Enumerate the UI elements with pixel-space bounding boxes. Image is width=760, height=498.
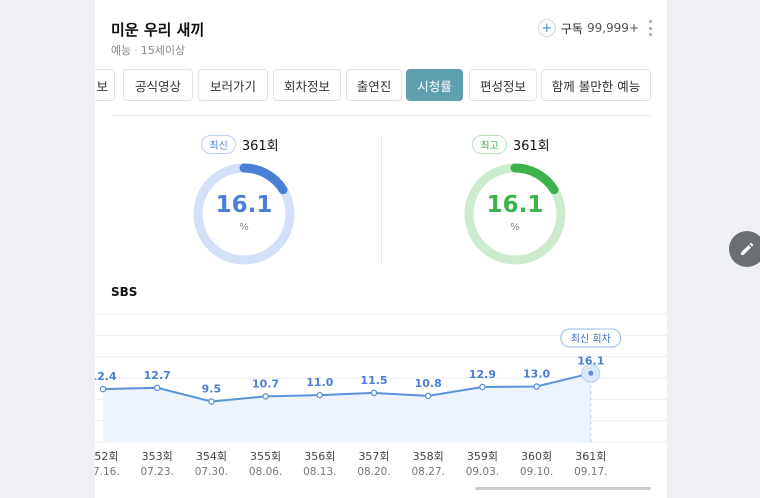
x-tick-episode: 361회	[575, 450, 606, 463]
x-tick-episode: 354회	[196, 450, 227, 463]
latest-badge: 최신	[201, 135, 236, 154]
tab-watch[interactable]: 보러가기	[198, 69, 268, 101]
tab-official-videos[interactable]: 공식영상	[123, 69, 193, 101]
x-tick-episode: 352회	[95, 450, 119, 463]
data-point	[99, 385, 107, 393]
more-options-icon[interactable]	[649, 20, 653, 36]
section-divider	[111, 115, 651, 116]
x-tick-date: 09.17.	[574, 466, 607, 478]
x-tick-date: 07.16.	[95, 466, 120, 478]
data-label: 9.5	[202, 382, 222, 395]
data-point	[588, 370, 594, 376]
tab-info[interactable]: 정보	[95, 69, 115, 101]
x-tick-episode: 358회	[413, 450, 444, 463]
chart-scrollbar[interactable]	[475, 487, 651, 490]
data-point	[533, 383, 540, 390]
edit-button[interactable]	[729, 231, 760, 267]
best-episode: 361회	[512, 139, 550, 154]
best-badge: 최고	[472, 135, 507, 154]
age-rating: 15세이상	[140, 44, 186, 57]
program-title[interactable]: 미운 우리 새끼	[111, 21, 205, 39]
x-tick-date: 09.10.	[520, 466, 553, 478]
tab-ratings[interactable]: 시청률	[406, 69, 463, 101]
subscribe-label: 구독	[560, 21, 583, 36]
data-point	[262, 393, 269, 400]
series-line	[102, 372, 592, 403]
data-point	[316, 391, 324, 399]
area-fill	[103, 373, 591, 442]
program-card: 미운 우리 새끼 예능·15세이상 + 구독 99,999+ 정보 공식영상 보…	[95, 0, 667, 498]
data-label: 12.7	[144, 369, 171, 382]
best-rating-unit: %	[510, 222, 520, 233]
latest-rating-value: 16.1	[215, 192, 273, 218]
x-tick-date: 09.03.	[466, 466, 499, 478]
x-tick-episode: 356회	[304, 450, 335, 463]
x-tick-episode: 359회	[467, 450, 498, 463]
panel-separator	[381, 136, 382, 264]
x-tick-episode: 360회	[521, 450, 552, 463]
program-meta: 예능 · 15세이상	[111, 42, 185, 58]
data-label: 12.9	[469, 368, 496, 381]
data-point	[208, 398, 215, 405]
gauge-progress	[193, 163, 295, 265]
program-header: 미운 우리 새끼 예능 · 15세이상 + 구독 99,999+	[95, 0, 667, 62]
x-tick-date: 08.27.	[411, 466, 444, 478]
best-rating-value: 16.1	[486, 192, 544, 218]
ratings-line-chart[interactable]: 12.4 352회 07.16. 12.7 353회 07.23. 9.5 354회 07.30…	[95, 300, 667, 490]
x-tick-date: 08.06.	[249, 466, 282, 478]
x-tick-date: 07.23.	[140, 466, 173, 478]
x-tick-date: 08.13.	[303, 466, 336, 478]
subscribe-count: 99,999+	[586, 21, 639, 35]
data-label: 10.8	[415, 377, 442, 390]
x-tick-episode: 357회	[358, 450, 389, 463]
latest-rating-unit: %	[239, 222, 249, 233]
x-tick-episode: 353회	[142, 450, 173, 463]
genre-label: 예능	[111, 44, 132, 57]
pencil-icon	[741, 242, 754, 255]
data-label: 11.0	[306, 376, 333, 389]
latest-episode-tag	[560, 328, 622, 348]
data-point	[424, 392, 432, 400]
data-point	[370, 389, 378, 397]
gauge-progress	[464, 163, 566, 265]
tab-bar: 정보 공식영상 보러가기 회차정보 출연진 시청률 편성정보 함께 볼만한 예능	[95, 69, 667, 103]
tab-similar-shows[interactable]: 함께 볼만한 예능	[541, 69, 651, 101]
data-label: 11.5	[360, 374, 387, 387]
best-rating-gauge	[464, 163, 566, 265]
tab-episodes[interactable]: 회차정보	[273, 69, 341, 101]
broadcaster-label: SBS	[111, 285, 138, 299]
x-tick-date: 07.30.	[195, 466, 228, 478]
latest-episode-tag-label: 최신 회차	[571, 333, 611, 345]
data-label: 16.1	[577, 354, 604, 367]
best-rating-panel: 최고 361회 16.1 %	[401, 130, 621, 270]
latest-rating-panel: 최신 361회 16.1 %	[130, 130, 350, 270]
latest-rating-gauge	[193, 163, 295, 265]
latest-episode: 361회	[241, 139, 279, 154]
plus-icon: +	[537, 19, 556, 37]
subscribe-button[interactable]: + 구독 99,999+	[537, 18, 639, 38]
data-label: 10.7	[252, 377, 279, 390]
x-tick-date: 08.20.	[357, 466, 390, 478]
data-point	[479, 383, 486, 391]
data-label: 12.4	[95, 370, 117, 383]
best-rating-header: 최고 361회	[401, 135, 621, 154]
separator-dot: ·	[134, 44, 138, 57]
tab-schedule[interactable]: 편성정보	[469, 69, 537, 101]
data-point	[153, 384, 161, 392]
latest-rating-header: 최신 361회	[130, 135, 350, 154]
tab-cast[interactable]: 출연진	[346, 69, 402, 101]
x-tick-episode: 355회	[250, 450, 281, 463]
data-label: 13.0	[523, 368, 550, 381]
